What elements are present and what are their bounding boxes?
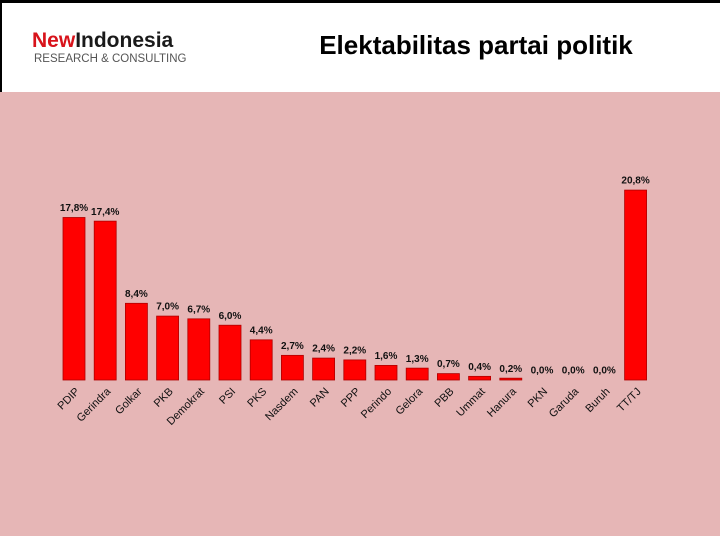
bar <box>343 359 367 381</box>
value-label: 0,4% <box>468 362 491 373</box>
logo: NewIndonesia <box>32 29 174 52</box>
chart-bg <box>0 92 720 536</box>
bar <box>499 377 523 381</box>
bar <box>405 367 429 381</box>
value-label: 1,6% <box>375 351 398 362</box>
value-label: 1,3% <box>406 354 429 365</box>
value-label: 0,0% <box>593 366 616 377</box>
bar <box>93 220 117 381</box>
value-label: 4,4% <box>250 325 273 336</box>
bar <box>62 217 86 381</box>
value-label: 7,0% <box>156 302 179 313</box>
value-label: 0,7% <box>437 359 460 370</box>
bar <box>187 318 211 381</box>
value-label: 8,4% <box>125 289 148 300</box>
bar <box>624 189 647 381</box>
value-label: 17,4% <box>91 207 119 218</box>
bar <box>249 339 273 381</box>
header-bg <box>0 0 720 92</box>
bar <box>218 324 242 381</box>
bar <box>436 373 460 381</box>
value-label: 0,0% <box>562 366 585 377</box>
value-label: 2,2% <box>343 346 366 357</box>
value-label: 17,8% <box>60 203 88 214</box>
bar <box>156 315 180 381</box>
logo-indonesia: Indonesia <box>75 29 173 52</box>
bar <box>468 375 492 381</box>
value-label: 6,0% <box>219 311 242 322</box>
chart-title: Elektabilitas partai politik <box>319 30 633 60</box>
value-label: 2,7% <box>281 341 304 352</box>
value-label: 20,8% <box>621 176 649 187</box>
logo-new: New <box>32 29 76 52</box>
logo-tagline: RESEARCH & CONSULTING <box>34 53 187 65</box>
value-label: 0,0% <box>531 366 554 377</box>
value-label: 6,7% <box>187 304 210 315</box>
bar <box>312 357 336 381</box>
bar <box>280 354 304 381</box>
bar <box>125 302 148 381</box>
value-label: 2,4% <box>312 344 335 355</box>
value-label: 0,2% <box>499 364 522 375</box>
bar <box>374 364 398 381</box>
